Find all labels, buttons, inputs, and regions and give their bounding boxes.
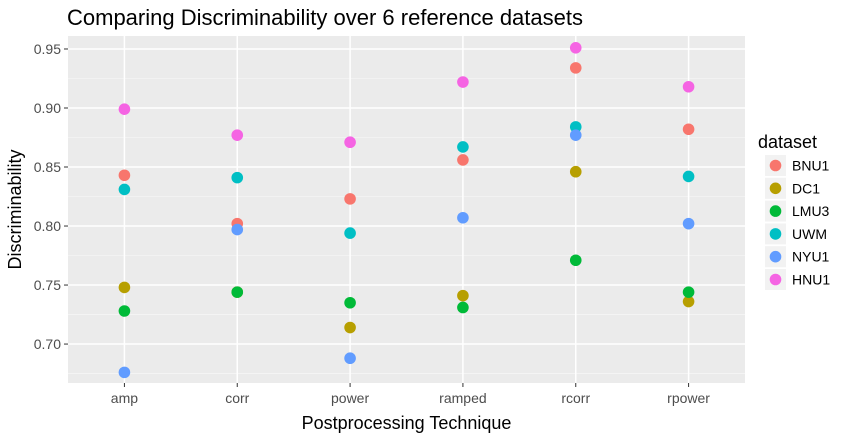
y-axis-title: Discriminability [5, 149, 25, 269]
data-point-lmu3: LMU3 · ramped: 0.731 [457, 301, 469, 314]
legend-label: HNU1 [792, 272, 830, 288]
y-tick-label: 0.70 [34, 336, 61, 352]
data-point-lmu3: LMU3 · power: 0.735 [344, 296, 356, 309]
data-point-bnu1: BNU1 · amp: 0.843 [118, 169, 131, 182]
legend-label: BNU1 [792, 158, 830, 174]
x-axis-ticks: amp corr power ramped rcorr rpower [111, 383, 710, 406]
x-tick-label: rpower [667, 390, 710, 406]
data-point-hnu1: HNU1 · ramped: 0.922 [457, 76, 469, 88]
legend-label: NYU1 [792, 249, 830, 265]
data-point-uwm: UWM · rpower: 0.842 [682, 170, 695, 183]
legend-key-nyu1 [769, 250, 782, 263]
y-tick-label: 0.95 [34, 41, 61, 57]
data-point-hnu1: HNU1 · amp: 0.899 [118, 103, 131, 115]
data-point-nyu1: NYU1 · ramped: 0.807 [457, 211, 469, 224]
legend: dataset BNU1 DC1 LMU3 UWM NYU1 HNU1 [758, 132, 830, 290]
y-axis-ticks: 0.70 0.75 0.80 0.85 0.90 0.95 [34, 41, 68, 352]
legend-key-hnu1 [769, 273, 782, 286]
data-point-dc1: DC1 · rcorr: 0.846 [569, 165, 582, 178]
y-tick-label: 0.85 [34, 159, 61, 175]
data-point-lmu3: LMU3 · rpower: 0.744 [682, 286, 695, 298]
x-tick-label: amp [111, 390, 138, 406]
legend-title: dataset [758, 132, 817, 152]
data-point-nyu1: NYU1 · rcorr: 0.877 [569, 129, 582, 141]
data-points: BNU1 · amp: 0.843BNU1 · corr: 0.802BNU1 … [118, 42, 695, 379]
data-point-bnu1: BNU1 · rpower: 0.882 [682, 123, 695, 136]
chart-title: Comparing Discriminability over 6 refere… [67, 5, 583, 30]
data-point-nyu1: NYU1 · corr: 0.797 [231, 223, 244, 236]
data-point-hnu1: HNU1 · rpower: 0.918 [682, 80, 695, 93]
data-point-lmu3: LMU3 · amp: 0.728 [118, 305, 131, 317]
legend-key-lmu3 [769, 205, 782, 217]
data-point-hnu1: HNU1 · rcorr: 0.951 [569, 42, 582, 54]
y-tick-label: 0.90 [34, 100, 61, 116]
data-point-uwm: UWM · ramped: 0.867 [457, 141, 469, 153]
data-point-uwm: UWM · amp: 0.831 [118, 183, 131, 196]
x-tick-label: rcorr [561, 390, 590, 406]
legend-key-uwm [769, 228, 782, 240]
data-point-hnu1: HNU1 · power: 0.871 [344, 136, 356, 149]
data-point-nyu1: NYU1 · rpower: 0.802 [682, 217, 695, 230]
data-point-bnu1: BNU1 · power: 0.823 [344, 193, 356, 205]
y-tick-label: 0.75 [34, 277, 61, 293]
data-point-uwm: UWM · rcorr: 0.884 [569, 121, 582, 133]
data-point-nyu1: NYU1 · power: 0.688 [344, 352, 356, 365]
x-tick-label: ramped [439, 390, 486, 406]
legend-label: DC1 [792, 180, 820, 196]
data-point-lmu3: LMU3 · corr: 0.744 [231, 286, 244, 298]
data-point-lmu3: LMU3 · rcorr: 0.771 [569, 254, 582, 267]
data-point-nyu1: NYU1 · amp: 0.676 [118, 366, 131, 379]
legend-key-bnu1 [769, 159, 782, 172]
data-point-dc1: DC1 · ramped: 0.741 [457, 289, 469, 302]
legend-label: LMU3 [792, 203, 830, 219]
data-point-uwm: UWM · corr: 0.841 [231, 171, 244, 184]
data-point-bnu1: BNU1 · ramped: 0.856 [457, 154, 469, 166]
data-point-uwm: UWM · power: 0.794 [344, 227, 356, 239]
y-tick-label: 0.80 [34, 218, 61, 234]
grid-lines [68, 36, 745, 383]
x-tick-label: corr [225, 390, 249, 406]
x-axis-title: Postprocessing Technique [302, 413, 512, 433]
data-point-hnu1: HNU1 · corr: 0.877 [231, 129, 244, 141]
data-point-bnu1: BNU1 · rcorr: 0.934 [569, 62, 582, 74]
data-point-dc1: DC1 · rpower: 0.736 [682, 295, 695, 308]
data-point-dc1: DC1 · amp: 0.748 [118, 281, 131, 294]
plot-panel [68, 36, 745, 383]
data-point-dc1: DC1 · power: 0.714 [344, 321, 356, 334]
x-tick-label: power [331, 390, 369, 406]
legend-label: UWM [792, 226, 827, 242]
legend-key-dc1 [769, 182, 782, 195]
